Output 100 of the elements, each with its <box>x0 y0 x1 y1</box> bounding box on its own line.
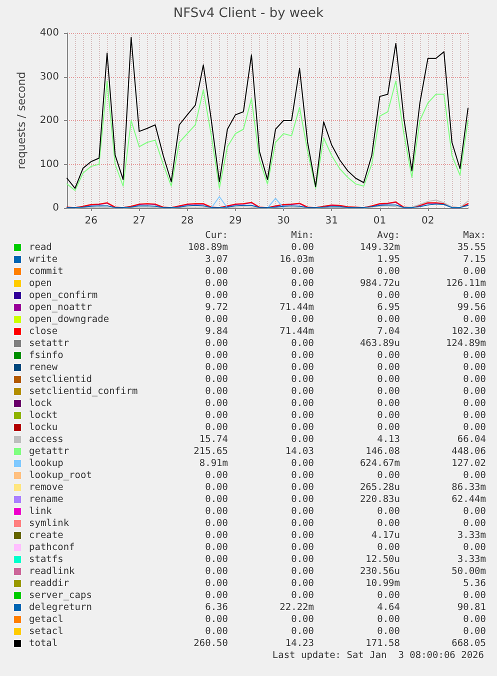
text: 6.95 <box>376 302 400 314</box>
text: 0.00 <box>204 614 228 626</box>
legend-label: open <box>28 278 53 290</box>
text: 0.00 <box>376 374 400 386</box>
text: 0.00 <box>462 266 486 278</box>
text: 0.00 <box>462 614 486 626</box>
text: 0.00 <box>204 590 228 602</box>
text: 0.00 <box>462 542 486 554</box>
text: 0.00 <box>376 506 400 518</box>
text: 0.00 <box>290 470 314 482</box>
text: 0.00 <box>204 374 228 386</box>
text: 0.00 <box>462 518 486 530</box>
text: 5.36 <box>462 578 486 590</box>
text: 0.00 <box>462 350 486 362</box>
legend-label: server_caps <box>28 590 93 602</box>
legend-label: create <box>28 530 64 542</box>
text: 146.08 <box>364 446 400 458</box>
x-tick-label: 31 <box>325 216 338 226</box>
text: 0.00 <box>462 590 486 602</box>
text: 230.56u <box>358 566 400 578</box>
text: 0.00 <box>204 494 228 506</box>
legend-label: rename <box>28 494 64 506</box>
text: 0.00 <box>376 410 400 422</box>
text: 66.04 <box>456 434 486 446</box>
text: 0.00 <box>290 266 314 278</box>
x-tick-label: 30 <box>277 216 290 226</box>
text: 260.50 <box>192 638 228 650</box>
text: 0.00 <box>290 278 314 290</box>
text: 0.00 <box>290 482 314 494</box>
x-tick-label: 28 <box>180 216 194 226</box>
legend-label: lock <box>28 398 53 410</box>
y-axis-title: requests / second <box>15 72 28 170</box>
text: 0.00 <box>462 626 486 638</box>
text: 265.28u <box>358 482 400 494</box>
text: 0.00 <box>204 506 228 518</box>
text: 0.00 <box>376 518 400 530</box>
legend-label: open_noattr <box>28 302 93 314</box>
text: 10.99m <box>364 578 400 590</box>
text: 0.00 <box>204 542 228 554</box>
text: 0.00 <box>290 434 314 446</box>
text: 0.00 <box>204 578 228 590</box>
text: 0.00 <box>290 530 314 542</box>
text: 0.00 <box>204 350 228 362</box>
text: 0.00 <box>290 578 314 590</box>
text: 0.00 <box>376 290 400 302</box>
text: 71.44m <box>278 326 314 338</box>
line-series <box>66 36 468 189</box>
text: 35.55 <box>456 242 486 254</box>
text: 14.23 <box>284 638 314 650</box>
text: 6.36 <box>204 602 228 614</box>
legend-label: open_confirm <box>28 290 99 302</box>
legend-label: setclientid_confirm <box>28 386 139 398</box>
text: 0.00 <box>462 314 486 326</box>
text: 0.00 <box>204 266 228 278</box>
text: 0.00 <box>204 410 228 422</box>
text: 124.89m <box>444 338 486 350</box>
text: 0.00 <box>204 278 228 290</box>
text: 102.30 <box>450 326 486 338</box>
legend-label: getacl <box>28 614 64 626</box>
x-tick-label: 29 <box>229 216 242 226</box>
text: 668.05 <box>450 638 486 650</box>
text: 624.67m <box>358 458 400 470</box>
text: 0.00 <box>290 374 314 386</box>
legend-label: setacl <box>28 626 64 638</box>
y-tick-label: 0 <box>52 202 59 214</box>
text: 14.03 <box>284 446 314 458</box>
text: 0.00 <box>204 470 228 482</box>
text: 0.00 <box>204 554 228 566</box>
legend-label: locku <box>28 422 59 434</box>
text: 0.00 <box>376 362 400 374</box>
text: 0.00 <box>376 350 400 362</box>
text: 0.00 <box>462 398 486 410</box>
text: 127.02 <box>450 458 486 470</box>
text: 0.00 <box>204 338 228 350</box>
text: 0.00 <box>204 314 228 326</box>
text: 0.00 <box>290 410 314 422</box>
text: 0.00 <box>462 386 486 398</box>
legend-label: write <box>28 254 59 266</box>
text: 71.44m <box>278 302 314 314</box>
text: 0.00 <box>290 614 314 626</box>
text: 0.00 <box>290 398 314 410</box>
legend-label: readlink <box>28 566 76 578</box>
text: 0.00 <box>204 386 228 398</box>
legend-label: read <box>28 242 53 254</box>
text: 0.00 <box>376 422 400 434</box>
legend-label: lockt <box>28 410 59 422</box>
legend-label: total <box>28 638 59 650</box>
text: 215.65 <box>192 446 228 458</box>
text: 0.00 <box>290 494 314 506</box>
x-tick-label: 27 <box>132 216 146 226</box>
text: 0.00 <box>290 554 314 566</box>
line-series <box>66 80 468 191</box>
text: 149.32m <box>358 242 400 254</box>
text: Last update: Sat Jan 3 08:00:06 2026 <box>271 650 484 662</box>
text: 4.13 <box>376 434 400 446</box>
text: 8.91m <box>198 458 228 470</box>
text: 0.00 <box>204 626 228 638</box>
text: 0.00 <box>462 422 486 434</box>
legend-label: remove <box>28 482 64 494</box>
text: 0.00 <box>290 350 314 362</box>
